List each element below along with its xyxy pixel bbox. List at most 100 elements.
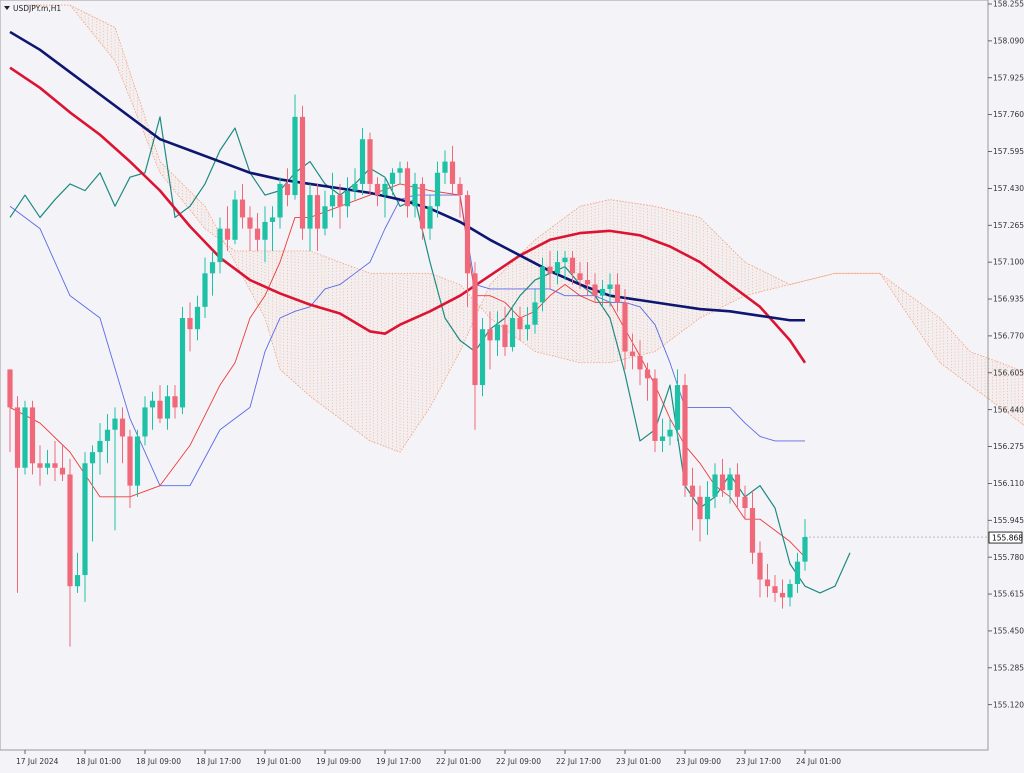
candle-bullish <box>667 429 673 437</box>
candle-bearish <box>652 378 658 441</box>
candle-bearish <box>284 183 291 196</box>
candle-bullish <box>674 385 681 430</box>
candle-bullish <box>307 195 313 229</box>
x-tick-label: 19 Jul 01:00 <box>256 757 301 766</box>
candle-bearish <box>457 183 463 196</box>
x-tick-label: 22 Jul 09:00 <box>496 757 541 766</box>
candle-bearish <box>299 116 306 229</box>
candle-bearish <box>187 318 193 330</box>
y-tick-label: 156.110 <box>993 479 1024 488</box>
candle-bullish <box>382 183 388 196</box>
time-axis: 17 Jul 2024 18 Jul 01:00 18 Jul 09:00 18 Ju… <box>16 750 841 766</box>
y-tick-label: 157.265 <box>993 221 1024 230</box>
candle-bullish <box>44 463 51 468</box>
candle-bearish <box>254 228 261 240</box>
candle-bearish <box>577 273 583 281</box>
y-tick-label: 157.595 <box>993 147 1024 156</box>
plot-area <box>0 0 989 751</box>
candle-bullish <box>262 221 268 240</box>
candle-bearish <box>67 474 73 587</box>
candle-bullish <box>329 195 336 207</box>
y-tick-label: 156.935 <box>993 295 1024 304</box>
candle-bearish <box>779 592 786 598</box>
candle-bearish <box>697 496 703 520</box>
candle-bearish <box>569 257 576 274</box>
y-tick-label: 157.760 <box>993 110 1024 119</box>
x-tick-label: 23 Jul 09:00 <box>676 757 721 766</box>
candle-bearish <box>644 369 651 379</box>
candle-bullish <box>712 474 718 497</box>
current-price-tag: 155.868 <box>988 531 1023 544</box>
candle-bullish <box>134 436 141 486</box>
cloud-fill <box>25 5 1024 453</box>
candle-bearish <box>464 195 471 274</box>
x-tick-label: 23 Jul 01:00 <box>616 757 661 766</box>
candle-bullish <box>164 396 171 419</box>
current-price-label: 155.868 <box>992 534 1023 543</box>
x-tick-label: 17 Jul 2024 <box>16 757 59 766</box>
candle-bullish <box>22 407 28 468</box>
y-tick-label: 155.780 <box>993 553 1024 562</box>
senkou-span-a <box>25 4 1024 453</box>
candle-bullish <box>179 318 186 408</box>
candle-bearish <box>637 356 643 370</box>
candle-bearish <box>404 168 411 207</box>
candle-bearish <box>614 284 621 303</box>
candle-bearish <box>247 217 253 229</box>
candle-bullish <box>97 440 103 453</box>
candle-bearish <box>419 183 426 229</box>
y-tick-label: 155.450 <box>993 627 1024 636</box>
candle-bearish <box>119 418 126 437</box>
candle-bullish <box>344 190 351 207</box>
candle-bullish <box>479 329 486 386</box>
candle-bearish <box>314 195 321 229</box>
candle-bearish <box>37 463 43 468</box>
y-tick-label: 155.615 <box>993 590 1024 599</box>
x-tick-label: 22 Jul 17:00 <box>556 757 601 766</box>
candle-bearish <box>127 436 133 486</box>
candle-bearish <box>742 496 748 508</box>
candle-bearish <box>59 467 66 475</box>
y-tick-label: 155.285 <box>993 663 1024 672</box>
candle-bullish <box>659 436 666 441</box>
candle-bullish <box>74 575 81 587</box>
candle-bullish <box>532 302 538 325</box>
candle-bearish <box>7 369 13 408</box>
candle-bullish <box>232 199 238 240</box>
candlesticks <box>7 94 808 647</box>
candle-bullish <box>802 537 808 562</box>
candle-bullish <box>599 288 606 296</box>
x-tick-label: 23 Jul 17:00 <box>736 757 781 766</box>
y-tick-label: 156.605 <box>993 368 1024 377</box>
candle-bearish <box>734 474 741 497</box>
candle-bullish <box>427 206 433 229</box>
candle-bullish <box>352 183 358 191</box>
candle-bullish <box>704 496 711 520</box>
candle-bearish <box>157 400 163 419</box>
candle-bearish <box>764 579 771 587</box>
candle-bullish <box>412 183 418 207</box>
candle-bearish <box>592 284 598 296</box>
symbol-label: USDJPY.m,H1 <box>13 4 61 13</box>
y-tick-label: 156.275 <box>993 442 1024 451</box>
senkou-span-b <box>25 4 1024 373</box>
y-tick-label: 158.255 <box>993 0 1024 9</box>
candle-bullish <box>104 429 111 441</box>
candle-bearish <box>14 407 21 468</box>
candle-bullish <box>562 257 568 263</box>
y-tick-label: 157.430 <box>993 184 1024 193</box>
candle-bullish <box>269 217 276 222</box>
y-tick-label: 157.100 <box>993 258 1024 267</box>
candle-bearish <box>472 273 478 386</box>
x-tick-label: 24 Jul 01:00 <box>796 757 841 766</box>
candle-bullish <box>112 418 118 430</box>
candle-bullish <box>727 474 733 491</box>
candle-bearish <box>689 485 696 497</box>
candle-bullish <box>217 228 223 263</box>
candle-bearish <box>682 385 688 486</box>
candle-bearish <box>29 407 36 464</box>
chart-menu-icon[interactable] <box>4 6 10 10</box>
candle-bearish <box>239 199 246 218</box>
x-tick-label: 18 Jul 01:00 <box>76 757 121 766</box>
